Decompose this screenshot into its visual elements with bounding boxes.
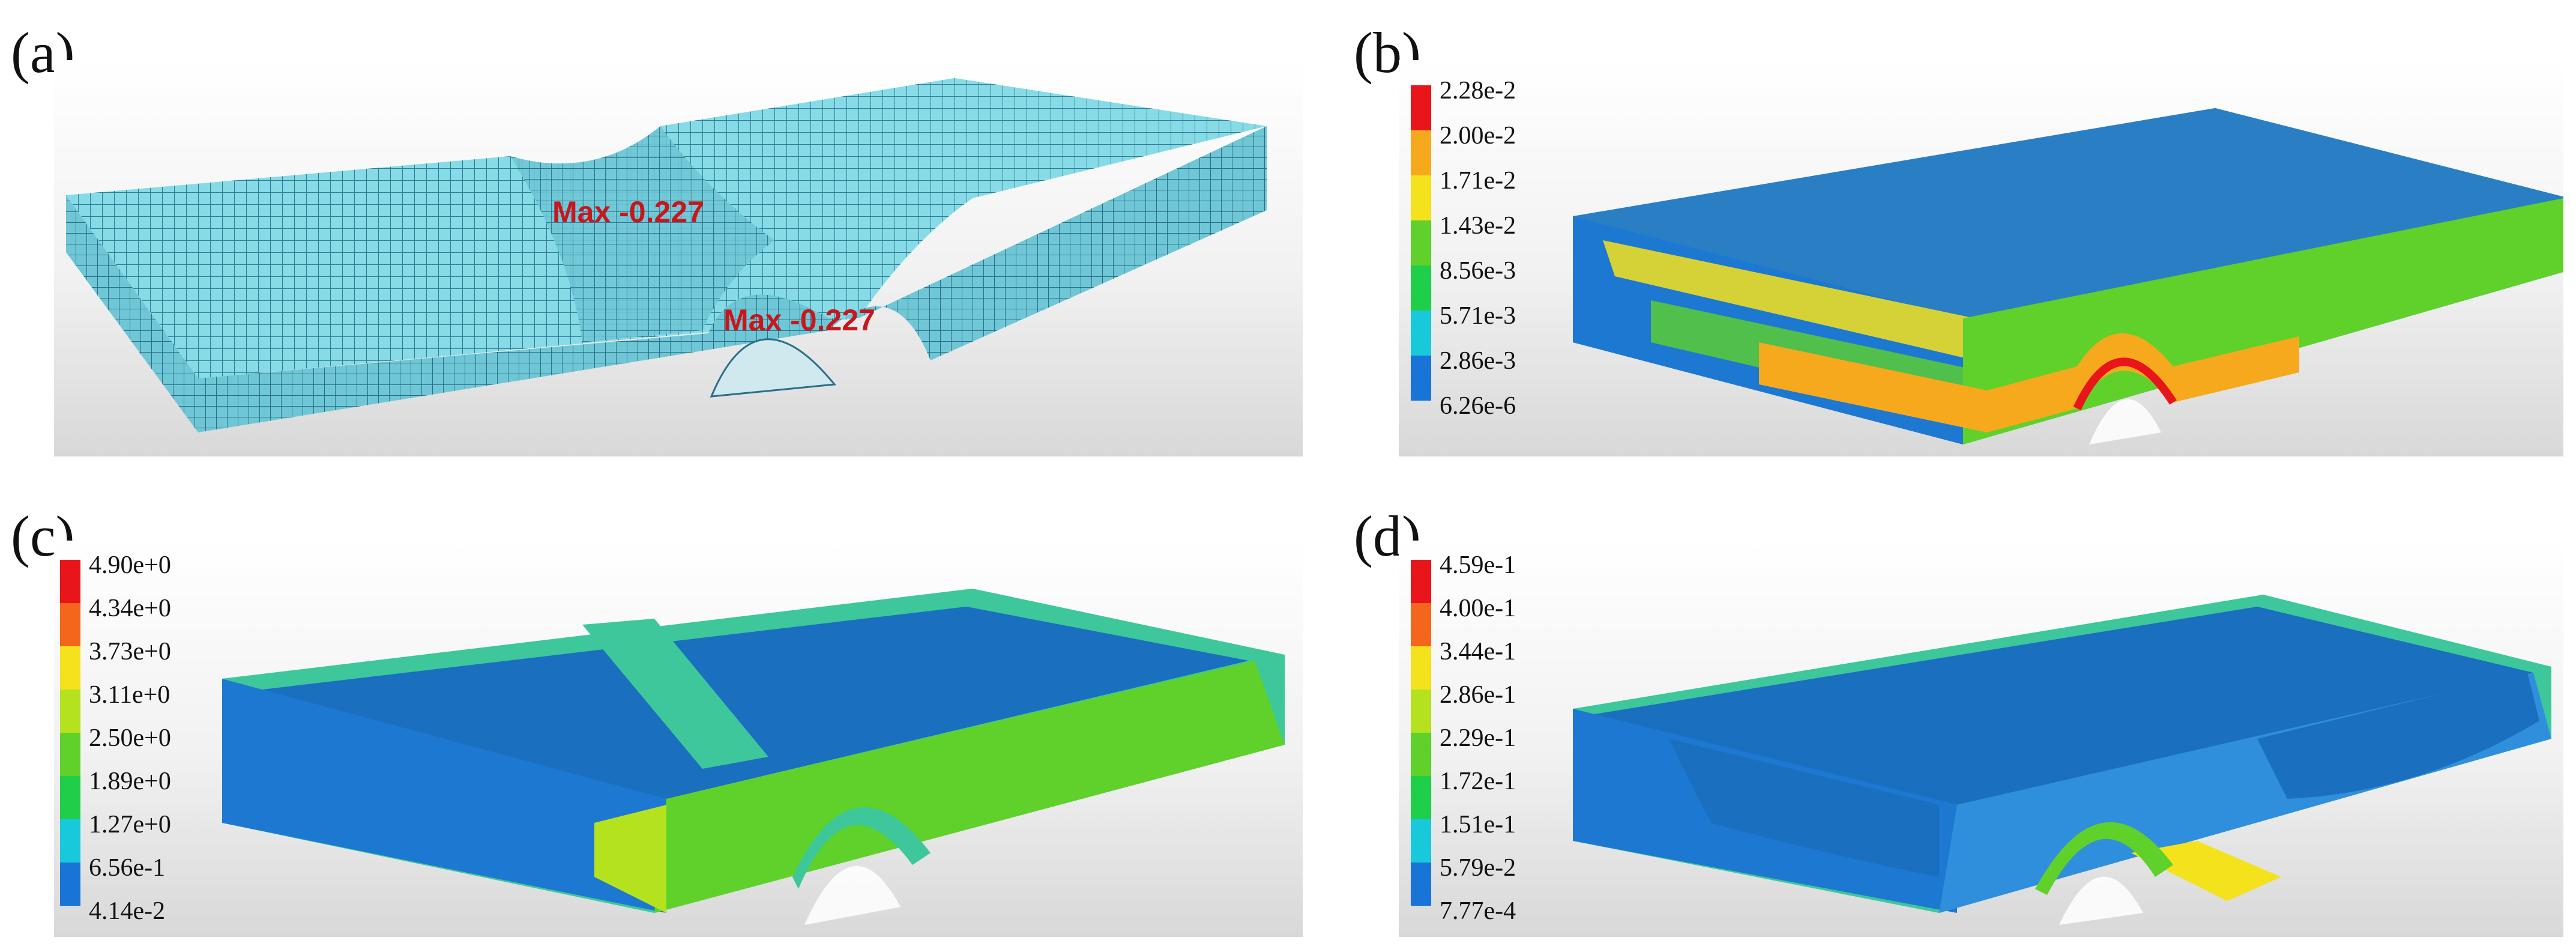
legend-b-tick: 1.43e-2	[1440, 212, 1516, 240]
legend-b-tick: 6.26e-6	[1440, 392, 1516, 420]
legend-d-tick: 2.86e-1	[1440, 681, 1516, 709]
legend-d: 4.59e-1 4.00e-1 3.44e-1 2.86e-1 2.29e-1 …	[1411, 553, 1567, 925]
contour-view-d: 4.59e-1 4.00e-1 3.44e-1 2.86e-1 2.29e-1 …	[1399, 541, 2563, 937]
legend-c-tick: 4.34e+0	[89, 595, 171, 622]
legend-b: 2.28e-2 2.00e-2 1.71e-2 1.43e-2 8.56e-3 …	[1411, 77, 1567, 419]
legend-swatch	[60, 819, 80, 863]
legend-swatch	[1411, 603, 1431, 646]
legend-b-tick: 8.56e-3	[1440, 257, 1516, 285]
groove-band	[510, 126, 774, 342]
contour-model-b	[1573, 108, 2563, 444]
legend-d-tick: 4.59e-1	[1440, 551, 1516, 579]
legend-d-tick: 7.77e-4	[1440, 897, 1516, 925]
mesh-model-a: Max -0.227 Max -0.227	[66, 78, 1267, 432]
contour-view-c: 4.90e+0 4.34e+0 3.73e+0 3.11e+0 2.50e+0 …	[54, 541, 1303, 937]
legend-swatch	[60, 603, 80, 646]
legend-swatch	[1411, 776, 1431, 819]
legend-swatch	[60, 646, 80, 690]
legend-swatch	[1411, 560, 1431, 603]
panel-c: (c) 4.90e+0 4.34e+0 3.73e+0 3.11e+0 2.50…	[0, 481, 1321, 949]
legend-swatch	[1411, 356, 1431, 401]
legend-c-tick: 3.11e+0	[89, 681, 170, 709]
legend-b-tick: 2.86e-3	[1440, 347, 1516, 375]
legend-swatch	[1411, 130, 1431, 175]
max-annotation-notch: Max -0.227	[723, 303, 875, 337]
legend-swatch	[1411, 311, 1431, 356]
legend-d-tick: 3.44e-1	[1440, 638, 1516, 666]
legend-c-tick: 1.89e+0	[89, 768, 171, 795]
mesh-side-face	[198, 126, 1267, 432]
legend-swatch	[1411, 265, 1431, 311]
legend-c-tick: 4.14e-2	[89, 897, 166, 925]
legend-swatch	[60, 733, 80, 776]
legend-d-tick: 1.51e-1	[1440, 811, 1516, 838]
legend-b-tick: 2.28e-2	[1440, 77, 1516, 105]
legend-swatch	[60, 690, 80, 733]
legend-b-tick: 2.00e-2	[1440, 122, 1516, 150]
legend-swatch	[60, 776, 80, 819]
panel-a: (a) Max -0.227 Max -0.2	[0, 0, 1321, 474]
legend-c: 4.90e+0 4.34e+0 3.73e+0 3.11e+0 2.50e+0 …	[60, 553, 216, 925]
arch-notch	[710, 338, 836, 398]
contour-view-b: 2.28e-2 2.00e-2 1.71e-2 1.43e-2 8.56e-3 …	[1399, 60, 2563, 456]
legend-c-tick: 6.56e-1	[89, 854, 166, 882]
legend-c-tick: 2.50e+0	[89, 724, 171, 752]
legend-c-tick: 4.90e+0	[89, 551, 171, 579]
mesh-view-a: Max -0.227 Max -0.227	[54, 60, 1303, 456]
contour-model-d	[1573, 595, 2551, 925]
panel-d: (d) 4.59e-1 4.00e-1 3.44e-1 2.86e-1 2.29…	[1333, 481, 2576, 949]
contour-model-c	[222, 589, 1285, 925]
legend-c-tick: 3.73e+0	[89, 638, 171, 666]
legend-b-tick: 5.71e-3	[1440, 302, 1516, 330]
mesh-front-face	[66, 195, 198, 432]
legend-swatch	[1411, 85, 1431, 130]
legend-d-tick: 1.72e-1	[1440, 768, 1516, 795]
legend-swatch	[1411, 646, 1431, 690]
legend-swatch	[60, 560, 80, 603]
legend-swatch	[1411, 863, 1431, 906]
legend-swatch	[1411, 220, 1431, 265]
legend-b-tick: 1.71e-2	[1440, 167, 1516, 195]
legend-d-tick: 2.29e-1	[1440, 724, 1516, 752]
legend-c-tick: 1.27e+0	[89, 811, 171, 838]
legend-swatch	[1411, 819, 1431, 863]
legend-swatch	[1411, 733, 1431, 776]
legend-swatch	[60, 863, 80, 906]
legend-swatch	[1411, 175, 1431, 220]
max-annotation-top: Max -0.227	[552, 195, 704, 229]
panel-b: (b) 2.28e-2 2.00e-2 1.71e-2 1.43e-2 8.56…	[1333, 0, 2576, 474]
legend-d-tick: 5.79e-2	[1440, 854, 1516, 882]
legend-swatch	[1411, 690, 1431, 733]
legend-d-tick: 4.00e-1	[1440, 595, 1516, 622]
